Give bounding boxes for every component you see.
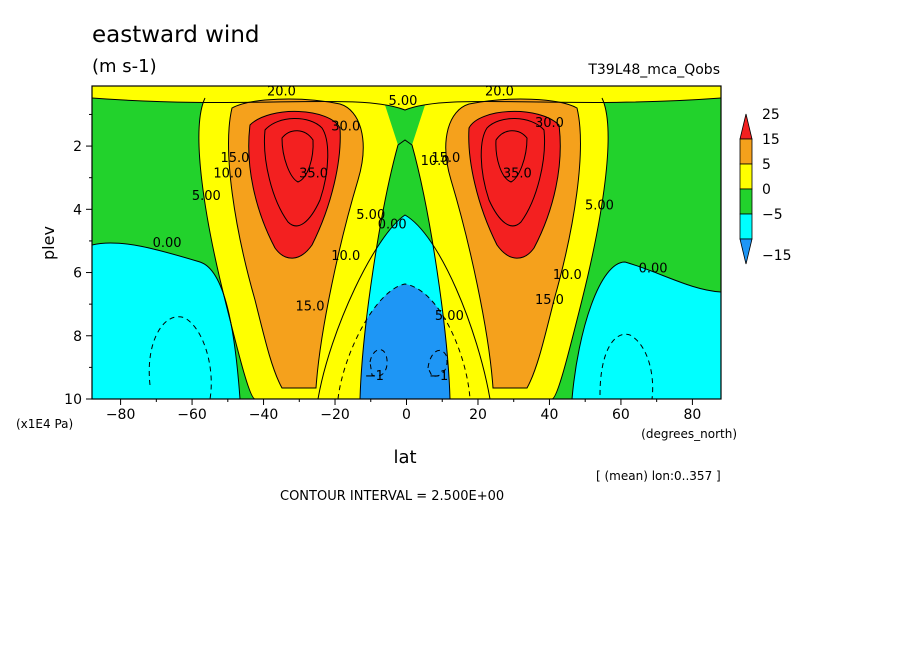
x-tick-label: −80	[106, 407, 136, 423]
contour-label: 10.0	[421, 154, 450, 169]
contour-label: −1	[365, 369, 384, 384]
contour-label: 0.00	[153, 236, 182, 251]
y-tick-label: 4	[73, 202, 82, 218]
contour-label: 0.00	[639, 262, 668, 277]
colorbar-swatch	[739, 188, 753, 215]
y-axis: 2 4 6 8 10	[64, 113, 92, 408]
y-tick-label: 2	[73, 139, 82, 155]
contour-label: 30.0	[331, 119, 360, 134]
mean-range-label: [ (mean) lon:0..357 ]	[596, 469, 721, 483]
chart-title: eastward wind	[92, 22, 260, 48]
contour-interval-label: CONTOUR INTERVAL = 2.500E+00	[280, 489, 505, 504]
colorbar-swatch	[739, 113, 753, 140]
contour-label: 5.00	[388, 94, 417, 109]
contour-label: 20.0	[485, 84, 514, 99]
x-tick-label: 40	[541, 407, 559, 423]
contour-label: 15.0	[296, 299, 325, 314]
y-tick-label: 10	[64, 392, 82, 408]
colorbar-label: 5	[762, 157, 771, 173]
x-tick-label: −20	[320, 407, 350, 423]
colorbar-swatch	[739, 213, 753, 240]
y-axis-title: plev	[39, 226, 58, 260]
colorbar-label: −15	[762, 248, 792, 264]
x-tick-label: 60	[612, 407, 630, 423]
wind-field	[92, 86, 721, 399]
x-tick-label: 80	[683, 407, 701, 423]
contour-label: −1	[429, 369, 448, 384]
colorbar-label: 25	[762, 107, 780, 123]
colorbar: 25 15 5 0 −5 −15	[739, 107, 792, 265]
colorbar-label: 15	[762, 132, 780, 148]
colorbar-swatch	[739, 138, 753, 165]
contour-label: 5.00	[585, 198, 614, 213]
y-tick-label: 6	[73, 266, 82, 282]
colorbar-swatch	[739, 163, 753, 190]
units-label: (m s-1)	[92, 56, 157, 77]
contour-label: 10.0	[213, 167, 242, 182]
contour-label: 20.0	[267, 84, 296, 99]
x-axis-title: lat	[393, 447, 416, 468]
colorbar-swatch	[739, 238, 753, 265]
contour-label: 30.0	[535, 116, 564, 131]
run-name-label: T39L48_mca_Qobs	[588, 62, 720, 78]
x-axis-units: (degrees_north)	[641, 427, 737, 441]
x-tick-label: −60	[177, 407, 207, 423]
y-tick-label: 8	[73, 329, 82, 345]
x-tick-label: 0	[402, 407, 411, 423]
colorbar-label: −5	[762, 207, 783, 223]
contour-label: 15.0	[431, 151, 460, 166]
contour-label: 35.0	[299, 167, 328, 182]
y-axis-units: (x1E4 Pa)	[16, 417, 73, 431]
colorbar-label: 0	[762, 182, 771, 198]
contour-label: 5.00	[356, 208, 385, 223]
x-tick-label: −40	[249, 407, 279, 423]
contour-label: 0.00	[378, 217, 407, 232]
contour-label: 15.0	[220, 151, 249, 166]
contour-label: 5.00	[435, 309, 464, 324]
contour-labels: 35.0 35.0 30.0 30.0 20.0 20.0 15.0 15.0 15.0 15.0…	[153, 84, 668, 384]
contour-label: 15.0	[535, 293, 564, 308]
x-tick-label: 20	[469, 407, 487, 423]
x-axis: −80 −60 −40 −20 0 20 40 60 80	[106, 399, 701, 423]
contour-label: 5.00	[192, 189, 221, 204]
contour-label: 10.0	[331, 249, 360, 264]
contour-label: 35.0	[503, 167, 532, 182]
contour-label: 10.0	[553, 268, 582, 283]
